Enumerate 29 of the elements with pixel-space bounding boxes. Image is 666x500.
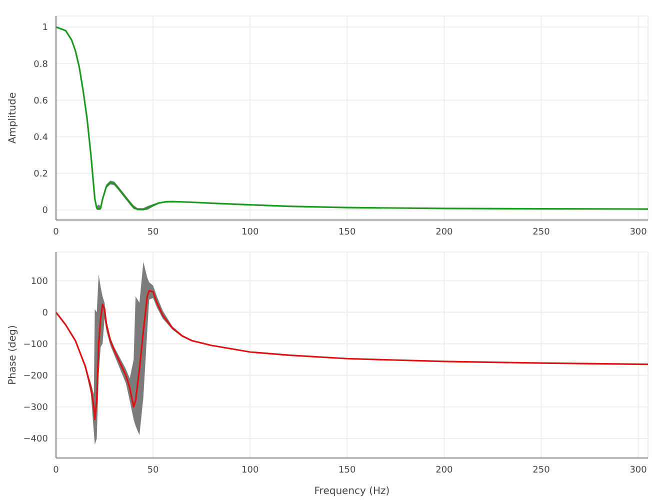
y-tick-label: 0 xyxy=(42,308,48,318)
y-tick-label: 0 xyxy=(42,206,48,216)
y-tick-label: 100 xyxy=(30,276,48,287)
x-tick-label: 100 xyxy=(242,465,259,476)
x-tick-label: 200 xyxy=(436,465,454,476)
y-tick-label: −300 xyxy=(23,403,48,414)
y-tick-label: −400 xyxy=(23,434,48,445)
x-tick-label: 50 xyxy=(147,465,160,476)
x-tick-label: 300 xyxy=(630,227,648,238)
y-axis-title: Amplitude xyxy=(8,92,19,144)
y-tick-label: 0.2 xyxy=(34,170,48,180)
x-tick-label: 300 xyxy=(630,465,648,476)
y-tick-label: 0.6 xyxy=(34,96,48,106)
x-axis-title: Frequency (Hz) xyxy=(314,486,390,497)
x-tick-label: 100 xyxy=(242,227,259,238)
y-axis-title: Phase (deg) xyxy=(8,325,19,385)
x-tick-label: 50 xyxy=(147,227,160,238)
x-tick-label: 250 xyxy=(532,227,550,238)
x-tick-label: 0 xyxy=(53,227,60,238)
y-tick-label: 0.4 xyxy=(34,132,48,143)
y-tick-label: −100 xyxy=(23,340,48,350)
x-tick-label: 250 xyxy=(532,465,550,476)
y-tick-label: 1 xyxy=(42,23,48,34)
x-tick-label: 0 xyxy=(53,465,60,476)
y-tick-label: 0.8 xyxy=(34,60,48,70)
x-tick-label: 150 xyxy=(338,465,356,476)
x-tick-label: 150 xyxy=(338,227,356,238)
y-tick-label: −200 xyxy=(23,372,48,382)
x-tick-label: 200 xyxy=(436,227,454,238)
